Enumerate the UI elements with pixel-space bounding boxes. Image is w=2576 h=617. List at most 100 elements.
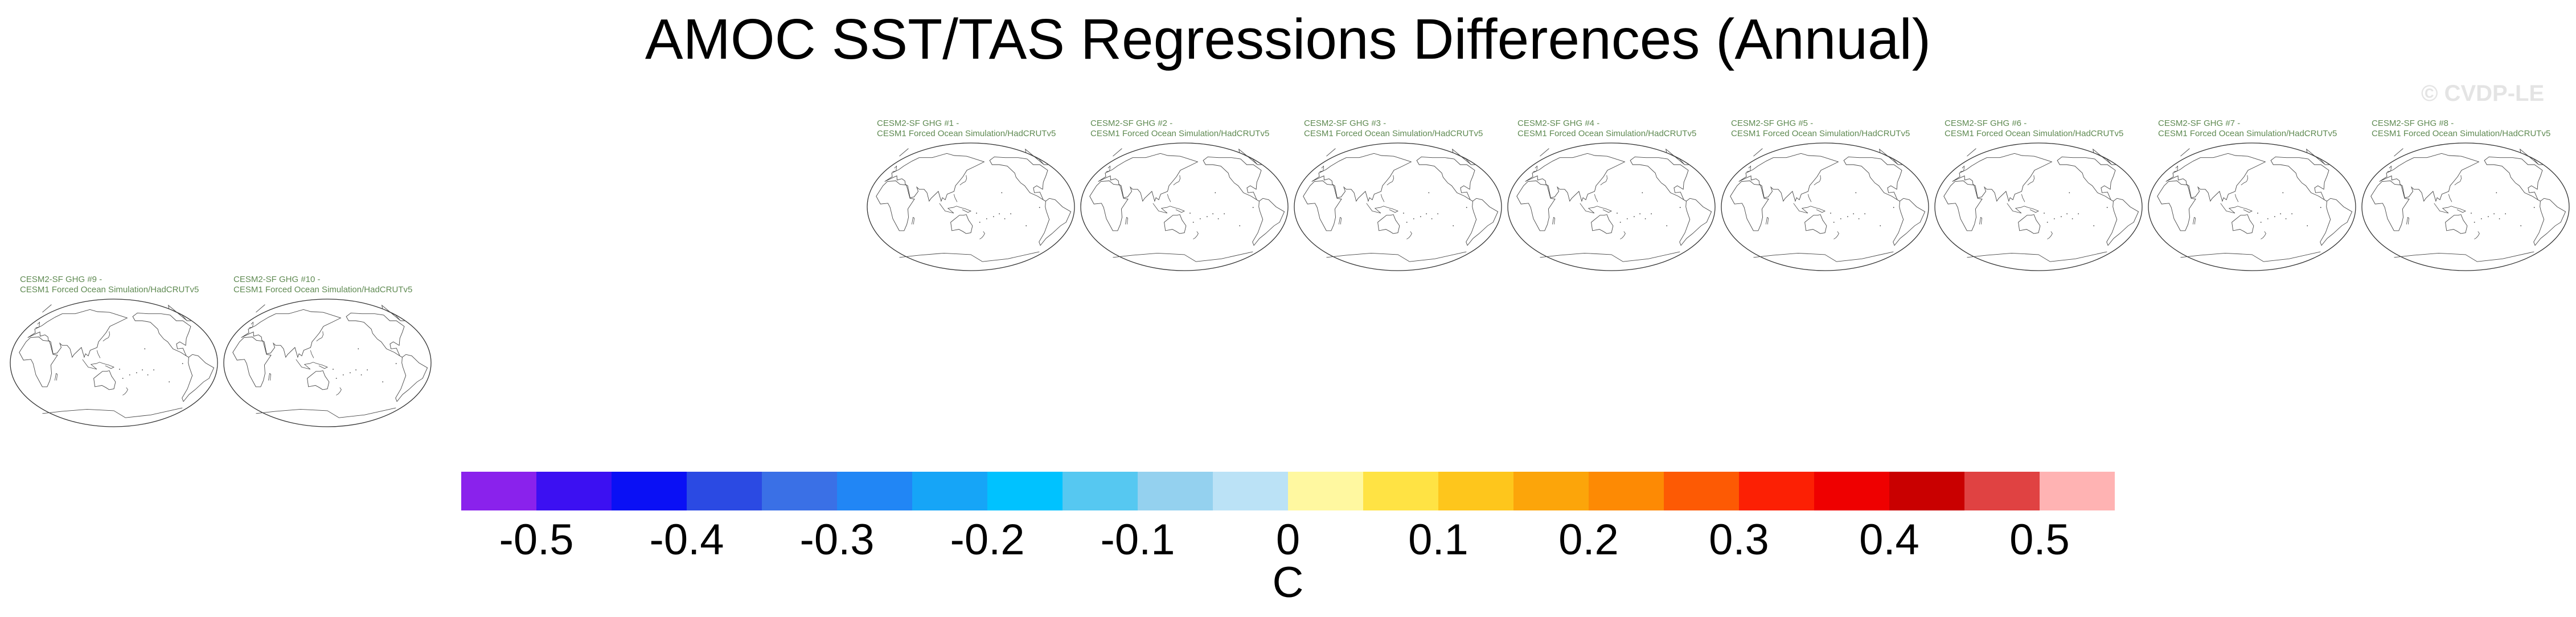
indonesia-outline (296, 359, 328, 370)
australia-outline (1377, 214, 1400, 234)
map-panel: CESM2-SF GHG #8 - CESM1 Forced Ocean Simu… (2360, 119, 2572, 275)
madagascar-outline (1339, 216, 1342, 224)
indonesia-outline (2007, 203, 2039, 214)
australia-outline (1591, 214, 1614, 234)
new-zealand-outline (1406, 231, 1412, 240)
australia-outline (950, 214, 973, 234)
map-panel: CESM2-SF GHG #5 - CESM1 Forced Ocean Simu… (1720, 119, 1931, 275)
island-dot (2106, 207, 2108, 209)
colorbar-swatch (1513, 472, 1589, 510)
uk-outline (1960, 165, 1964, 172)
map-panel: CESM2-SF GHG #10 - CESM1 Forced Ocean Sim… (222, 275, 434, 431)
australia-outline (2232, 214, 2254, 234)
map-panel-title-line2: CESM1 Forced Ocean Simulation/HadCRUTv5 (877, 129, 1056, 138)
island-dot (2078, 213, 2079, 215)
colorbar-tick-label: 0.4 (1859, 516, 1919, 564)
japan-outline (316, 331, 323, 342)
world-map (1080, 142, 1289, 271)
colorbar-swatch (1889, 472, 1965, 510)
antarctica-outline (1113, 251, 1253, 262)
indonesia-outline (1366, 203, 1398, 214)
japan-outline (2027, 175, 2034, 186)
south-america-outline (1039, 198, 1072, 246)
colorbar-swatch (912, 472, 988, 510)
island-dot (1853, 213, 1854, 215)
island-dot (2471, 213, 2472, 214)
africa-outline (1303, 180, 1342, 231)
colorbar-swatch (2040, 472, 2115, 510)
colorbar-swatch (536, 472, 612, 510)
island-dot (993, 216, 994, 218)
map-panel-title: CESM2-SF GHG #2 - CESM1 Forced Ocean Simu… (1090, 119, 1290, 139)
world-map (1934, 142, 2143, 271)
map-border (2148, 142, 2356, 271)
map-panel-title: CESM2-SF GHG #8 - CESM1 Forced Ocean Simu… (2372, 119, 2571, 139)
greenland-outline (1540, 148, 1689, 165)
watermark: © CVDP-LE (2421, 81, 2545, 106)
island-dot (2280, 213, 2281, 215)
map-border (1507, 142, 1716, 271)
island-dot (1199, 218, 1201, 219)
uk-outline (2387, 165, 2392, 172)
philippines-outline (953, 194, 958, 202)
island-dot (2474, 222, 2475, 223)
island-dot (1207, 216, 1208, 218)
world-map (2148, 142, 2356, 271)
island-dot (979, 222, 981, 223)
island-dot (1004, 218, 1006, 219)
map-panel-title-line2: CESM1 Forced Ocean Simulation/HadCRUTv5 (1731, 129, 1910, 138)
island-dot (2493, 213, 2495, 215)
madagascar-outline (1552, 216, 1556, 224)
asia-europe-outline (884, 153, 985, 202)
island-dot (1453, 225, 1454, 227)
map-border (867, 142, 1075, 271)
map-panel-title: CESM2-SF GHG #9 - CESM1 Forced Ocean Simu… (20, 275, 219, 295)
island-dot (1026, 225, 1027, 227)
island-dot (342, 374, 344, 375)
map-border (1294, 142, 1502, 271)
island-dot (335, 378, 337, 379)
island-dot (2072, 218, 2073, 219)
antarctica-outline (2180, 251, 2321, 262)
island-dot (1833, 222, 1835, 223)
map-panel: CESM2-SF GHG #4 - CESM1 Forced Ocean Simu… (1506, 119, 1718, 275)
uk-outline (2173, 165, 2178, 172)
colorbar-swatch (1438, 472, 1514, 510)
island-dot (1239, 225, 1241, 227)
world-map (1294, 142, 1502, 271)
map-border (1080, 142, 1289, 271)
colorbar-tick-label: -0.4 (649, 516, 724, 564)
island-dot (1252, 207, 1254, 209)
colorbar-swatch (1213, 472, 1289, 510)
map-panel-title-line2: CESM1 Forced Ocean Simulation/HadCRUTv5 (1945, 129, 2124, 138)
asia-europe-outline (1098, 153, 1199, 202)
map-panel: CESM2-SF GHG #1 - CESM1 Forced Ocean Simu… (865, 119, 1077, 275)
map-panel: CESM2-SF GHG #3 - CESM1 Forced Ocean Simu… (1293, 119, 1504, 275)
colorbar-units: C (1272, 558, 1304, 607)
map-panel: CESM2-SF GHG #9 - CESM1 Forced Ocean Simu… (9, 275, 220, 431)
island-dot (1847, 216, 1848, 218)
island-dot (1639, 213, 1640, 215)
island-dot (129, 374, 130, 375)
africa-outline (1730, 180, 1769, 231)
antarctica-outline (256, 407, 396, 418)
island-dot (976, 213, 977, 214)
island-dot (1010, 213, 1011, 215)
island-dot (1413, 218, 1414, 219)
philippines-outline (2448, 194, 2452, 202)
colorbar-tick-label: 0.2 (1558, 516, 1619, 564)
island-dot (1619, 222, 1621, 223)
island-dot (367, 369, 368, 371)
philippines-outline (1807, 194, 1812, 202)
asia-europe-outline (27, 309, 128, 358)
north-america-outline (1203, 156, 1262, 202)
island-dot (1431, 218, 1433, 219)
madagascar-outline (268, 373, 272, 381)
map-border (1934, 142, 2143, 271)
island-dot (2274, 216, 2275, 218)
new-zealand-outline (1193, 231, 1199, 240)
philippines-outline (96, 350, 101, 358)
antarctica-outline (1967, 251, 2107, 262)
colorbar-swatch (687, 472, 762, 510)
antarctica-outline (2394, 251, 2534, 262)
